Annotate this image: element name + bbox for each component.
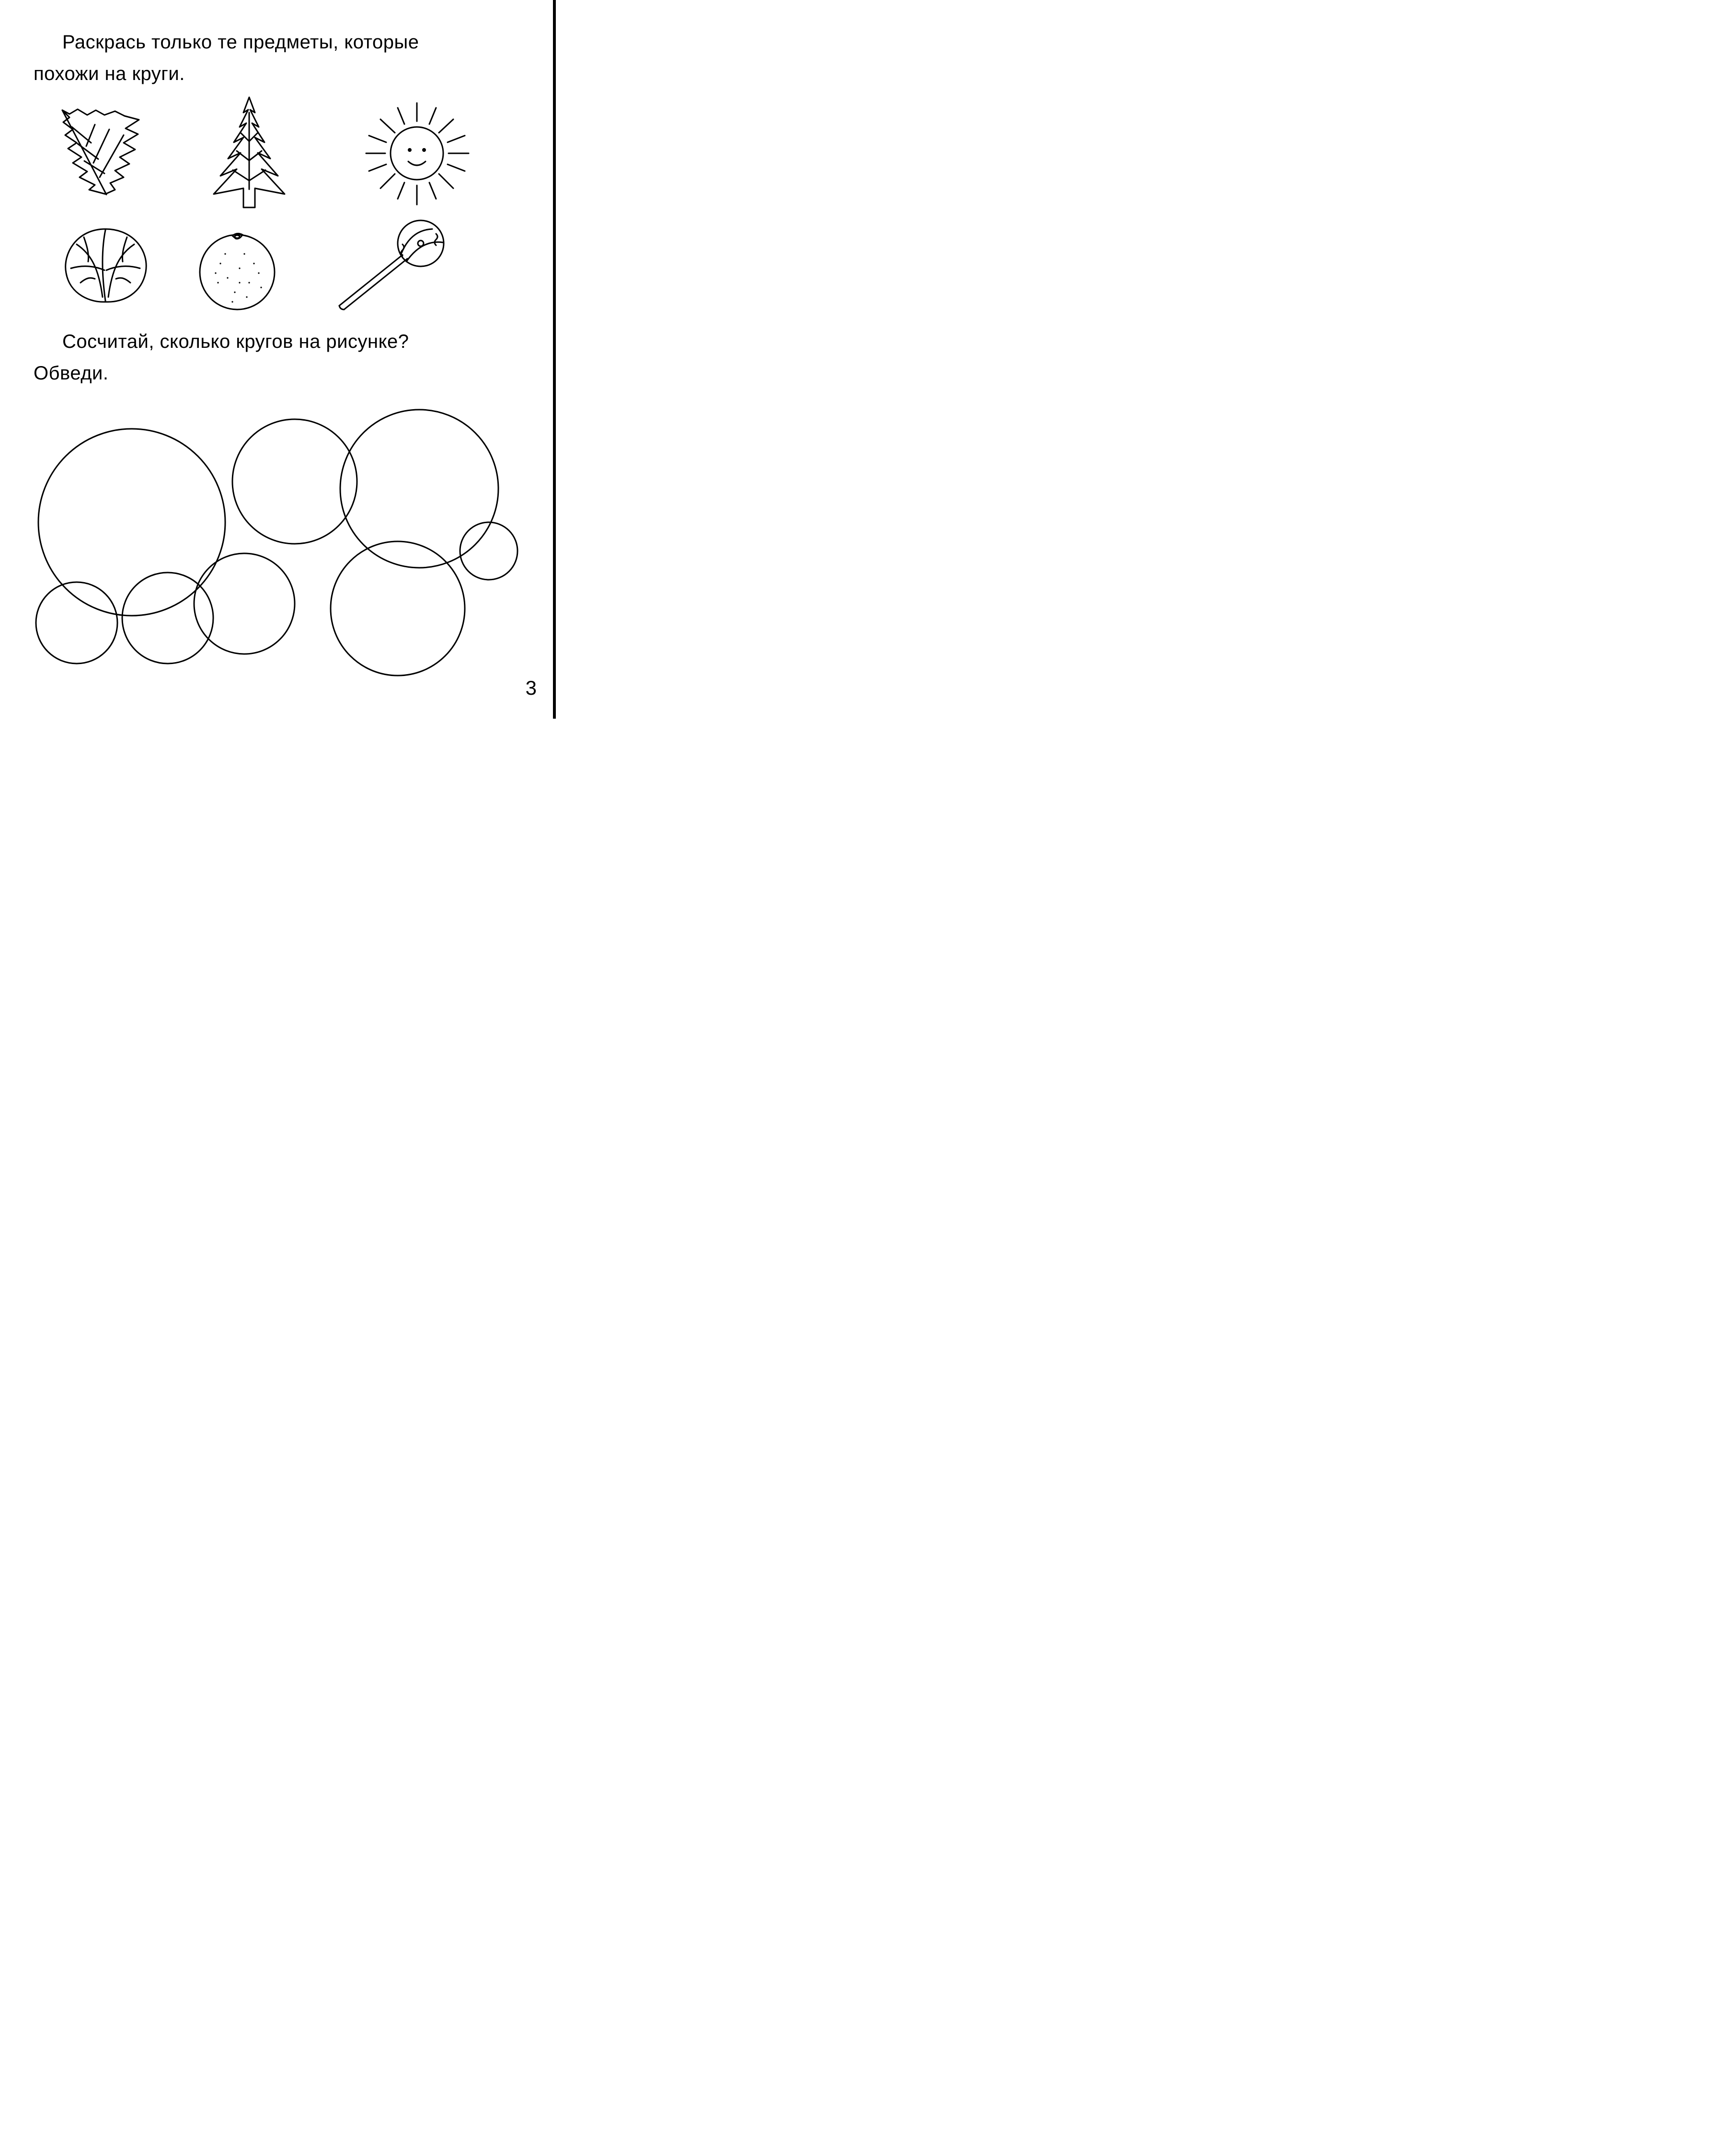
counting-circle [36,582,117,664]
orange-icon [192,225,283,311]
circles-diagram [19,402,537,680]
counting-circle [232,419,357,544]
task1-line1: Раскрась только те предметы, которые [62,32,419,53]
task2-line2: Обведи. [34,363,109,384]
counting-circle [340,410,498,568]
task2-line1: Сосчитай, сколько кругов на рисунке? [62,331,409,352]
worksheet-page: Раскрась только те предметы, которые пох… [0,0,575,719]
rattle-icon [326,216,455,311]
task2-instruction: Сосчитай, сколько кругов на рисунке? Обв… [34,326,513,389]
counting-circle [122,573,213,664]
counting-circle [331,541,465,676]
task1-line2: похожи на круги. [34,63,185,84]
page-right-border [553,0,556,719]
leaf-icon [43,101,149,206]
page-number: 3 [526,677,537,700]
fir-tree-icon [187,93,311,218]
counting-circle [194,553,295,654]
sun-icon [355,98,479,208]
task1-instruction: Раскрась только те предметы, которые пох… [34,26,513,90]
cabbage-icon [58,220,153,307]
